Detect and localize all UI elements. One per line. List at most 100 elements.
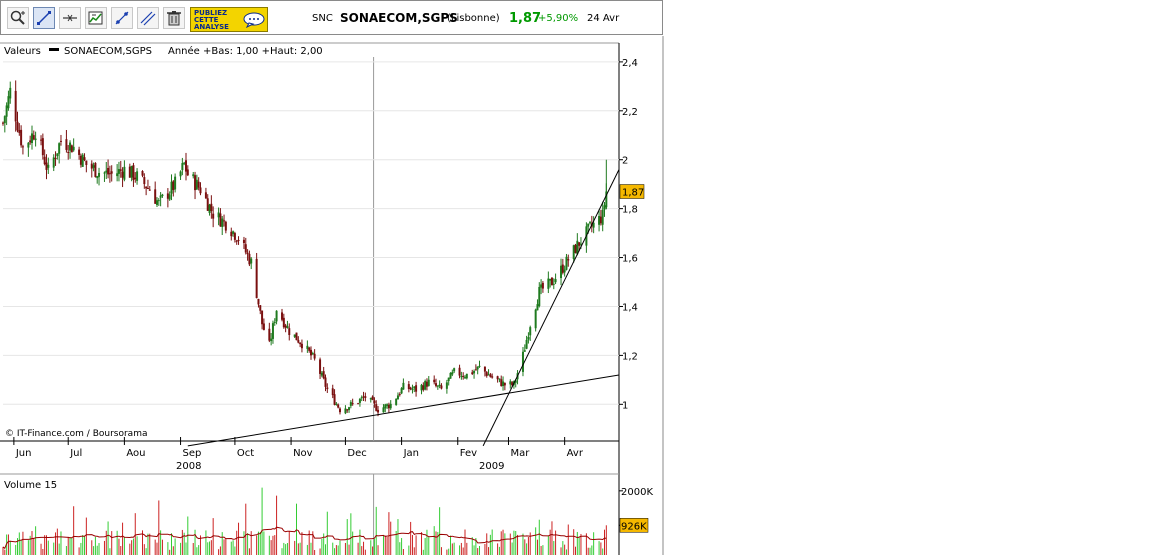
x-tick-label: Fev [460,448,477,459]
candle-body [371,396,374,400]
legend-series-swatch [49,48,59,51]
candle-body [286,326,289,328]
candle-body [445,382,448,389]
toolbar: PUBLIEZ CETTE ANALYSE SNC SONAECOM,SGPS … [0,0,663,35]
candle-body [217,212,220,218]
candle-body [449,372,452,379]
candle-body [427,379,430,386]
legend-scale-text: Année +Bas: 1,00 +Haut: 2,00 [168,45,323,57]
candle-body [98,172,101,177]
market-name: (Lisbonne) [447,13,500,24]
candle-body [156,200,158,205]
candle-body [453,368,456,372]
candle-body [447,377,450,382]
publish-analysis-banner[interactable]: PUBLIEZ CETTE ANALYSE [190,7,268,32]
candle-body [81,154,84,167]
candle-body [436,385,439,387]
candle-body [407,384,410,389]
trendline [482,169,620,447]
candle-body [435,383,438,386]
candle-body [259,305,262,311]
volume-y-tick-label: 2000K [621,487,653,498]
candle-body [438,384,441,386]
zoom-icon [10,10,25,25]
candle-body [377,409,380,413]
candle-body [110,171,113,174]
candle-body [146,188,149,190]
current-volume-badge [619,518,649,533]
candle-body [514,380,517,383]
candle-body [489,374,492,377]
y-tick-label: 1,2 [622,351,638,362]
last-price: 1,87 [509,11,542,26]
candle-body [398,394,401,396]
candle-body [219,213,222,227]
x-tick-label: Sep [183,448,202,459]
trendline [187,374,620,447]
parallel-lines-button[interactable] [137,7,159,29]
candle-body [45,162,48,170]
candle-body [360,397,363,399]
y-tick-label: 1,4 [622,302,638,313]
candle-body [601,209,604,225]
zoom-button[interactable] [7,7,29,29]
candle-body [395,398,398,405]
speech-bubble-icon [243,12,265,28]
candle-body [560,265,563,279]
candle-body [67,152,70,154]
line-tool-button[interactable] [111,7,133,29]
candle-body [27,142,30,148]
candle-body [20,129,23,146]
candle-body [554,279,557,283]
candle-body [525,339,528,349]
candle-body [9,87,12,99]
candle-body [396,395,399,400]
candle-body [83,157,86,161]
trendline-tool-button[interactable] [33,7,55,29]
candle-body [295,332,298,341]
candle-body [204,192,207,199]
candle-body [208,204,211,213]
candle-body [567,259,570,261]
candle-body [563,269,566,273]
candle-body [319,359,322,374]
quote-date: 24 Avr [587,13,620,24]
candle-body [364,396,367,398]
candle-body [320,372,323,376]
candle-body [540,284,543,288]
candle-body [299,342,302,345]
candle-body [199,187,202,194]
indicators-button[interactable] [85,7,107,29]
candle-body [79,155,82,165]
candle-body [534,309,537,329]
candle-body [358,398,361,403]
candle-body [7,96,10,109]
candle-body [128,166,131,178]
candle-body [462,375,465,377]
candle-body [58,143,61,154]
y-tick-label: 1,8 [622,205,638,216]
candle-body [212,213,215,219]
delete-button[interactable] [163,7,185,29]
candle-body [375,404,378,411]
candle-body [21,146,24,148]
candle-body [485,372,488,376]
candle-body [324,377,327,387]
candle-body [331,388,334,396]
candle-body [561,264,564,273]
candle-body [288,328,291,336]
candle-body [210,203,213,212]
candle-body [161,194,164,196]
candle-body [460,376,463,378]
x-tick-label: Aou [126,448,145,459]
candle-body [384,404,387,409]
publish-analysis-text: PUBLIEZ CETTE ANALYSE [194,9,229,31]
price-change: +5,90% [538,13,579,24]
candle-body [521,351,524,372]
candle-body [413,386,416,389]
horizontal-line-button[interactable] [59,7,81,29]
y-tick-label: 2,2 [622,107,638,118]
candle-body [603,205,606,210]
candle-body [107,167,110,175]
candle-body [223,220,226,222]
